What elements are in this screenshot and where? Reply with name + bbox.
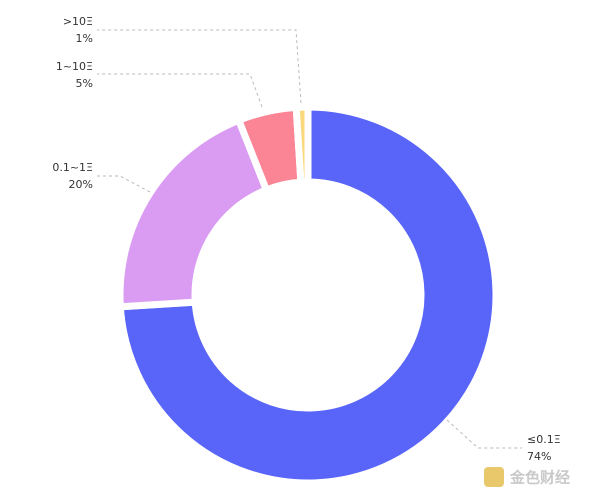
leader-line xyxy=(446,419,522,449)
leader-line xyxy=(97,29,302,104)
slice-label: >10Ξ xyxy=(63,15,93,28)
slice-value-label: 74% xyxy=(527,450,551,463)
donut-segment xyxy=(116,103,500,487)
watermark: 金色财经 xyxy=(484,467,570,487)
watermark-text: 金色财经 xyxy=(509,469,570,487)
leader-line xyxy=(97,175,151,193)
slice-value-label: 1% xyxy=(76,32,93,45)
slice-label: 0.1~1Ξ xyxy=(52,161,93,174)
slice-label: ≤0.1Ξ xyxy=(527,433,561,446)
slice-label: 1~10Ξ xyxy=(56,60,93,73)
donut-segment xyxy=(116,116,270,311)
slice-value-label: 5% xyxy=(76,77,93,90)
slice-value-label: 20% xyxy=(69,178,93,191)
leader-line xyxy=(97,73,263,108)
watermark-logo xyxy=(484,467,504,487)
donut-segment xyxy=(292,103,312,186)
